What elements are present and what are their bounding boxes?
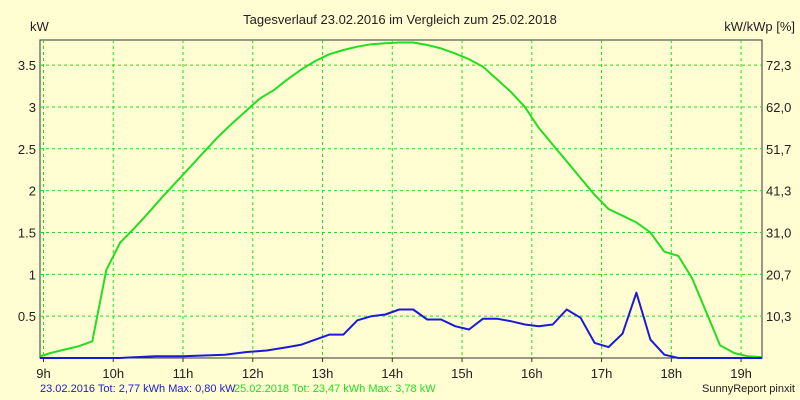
- x-tick-label: 9h: [36, 366, 50, 381]
- series-line-0: [39, 41, 763, 359]
- y-tick-label-left: 0.5: [18, 309, 36, 324]
- x-tick-label: 15h: [451, 366, 473, 381]
- chart-title: Tagesverlauf 23.02.2016 im Vergleich zum…: [243, 12, 557, 27]
- x-tick-label: 19h: [730, 366, 752, 381]
- y-axis-label-left: kW: [30, 19, 50, 34]
- y-tick-label-left: 1.5: [18, 225, 36, 240]
- footer-series1: 23.02.2016 Tot: 2,77 kWh Max: 0,80 kW: [40, 383, 236, 395]
- x-tick-label: 14h: [381, 366, 403, 381]
- x-tick-label: 16h: [521, 366, 543, 381]
- y-tick-label-left: 1: [29, 267, 36, 282]
- y-tick-label-right: 62,0: [766, 100, 791, 115]
- y-tick-label-left: 2: [29, 184, 36, 199]
- footer-series2: 25.02.2018 Tot: 23,47 kWh Max: 3,78 kW: [234, 383, 436, 395]
- y-tick-label-left: 3.5: [18, 58, 36, 73]
- x-tick-label: 13h: [312, 366, 334, 381]
- y-axis-label-right: kW/kWp [%]: [724, 19, 795, 34]
- plot-frame: [39, 39, 763, 359]
- y-tick-label-left: 3: [29, 100, 36, 115]
- y-tick-label-left: 2.5: [18, 142, 36, 157]
- x-tick-label: 17h: [591, 366, 613, 381]
- y-tick-label-right: 10,3: [766, 309, 791, 324]
- y-tick-label-right: 72,3: [766, 58, 791, 73]
- x-tick-label: 11h: [173, 366, 194, 381]
- y-tick-label-right: 41,3: [766, 184, 791, 199]
- x-tick-label: 10h: [102, 366, 124, 381]
- x-tick-label: 12h: [242, 366, 264, 381]
- y-tick-label-right: 31,0: [766, 225, 791, 240]
- y-tick-label-right: 51,7: [766, 142, 791, 157]
- x-tick-label: 18h: [660, 366, 682, 381]
- footer-credit: SunnyReport pinxit: [702, 383, 795, 395]
- series-line-1: [40, 291, 762, 359]
- y-tick-label-right: 20,7: [766, 267, 791, 282]
